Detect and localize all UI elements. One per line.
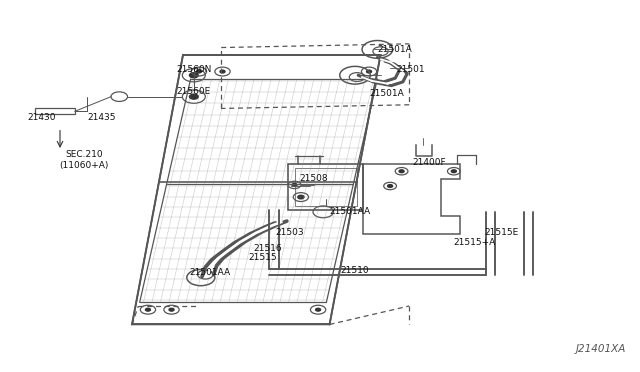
- Text: 21560E: 21560E: [177, 87, 211, 96]
- Circle shape: [399, 170, 404, 173]
- Text: 21501AA: 21501AA: [330, 207, 371, 217]
- Text: J21401XA: J21401XA: [575, 344, 626, 354]
- Text: 21515: 21515: [248, 253, 277, 263]
- Text: 21501A: 21501A: [370, 89, 404, 98]
- Text: 21516: 21516: [253, 244, 282, 253]
- Text: 21400F: 21400F: [412, 157, 446, 167]
- Circle shape: [189, 94, 198, 99]
- Text: 21510: 21510: [340, 266, 369, 275]
- Text: 21501A: 21501A: [378, 45, 412, 54]
- Text: 21515+A: 21515+A: [454, 238, 496, 247]
- Text: 21560N: 21560N: [177, 65, 212, 74]
- Circle shape: [388, 185, 393, 187]
- Circle shape: [292, 183, 297, 186]
- Circle shape: [196, 70, 202, 73]
- Text: 21508: 21508: [300, 174, 328, 183]
- Circle shape: [451, 170, 456, 173]
- Circle shape: [316, 308, 321, 311]
- Circle shape: [367, 70, 372, 73]
- Circle shape: [145, 308, 150, 311]
- Text: 21430: 21430: [27, 113, 56, 122]
- Circle shape: [220, 70, 225, 73]
- Text: 21503: 21503: [275, 228, 304, 237]
- Circle shape: [298, 195, 304, 199]
- Circle shape: [189, 73, 198, 78]
- Circle shape: [169, 308, 174, 311]
- Text: 21515E: 21515E: [484, 228, 518, 237]
- Text: 21435: 21435: [88, 113, 116, 122]
- Text: 21501: 21501: [396, 65, 425, 74]
- Text: SEC.210
(11060+A): SEC.210 (11060+A): [60, 150, 109, 170]
- Text: 21501AA: 21501AA: [189, 268, 230, 277]
